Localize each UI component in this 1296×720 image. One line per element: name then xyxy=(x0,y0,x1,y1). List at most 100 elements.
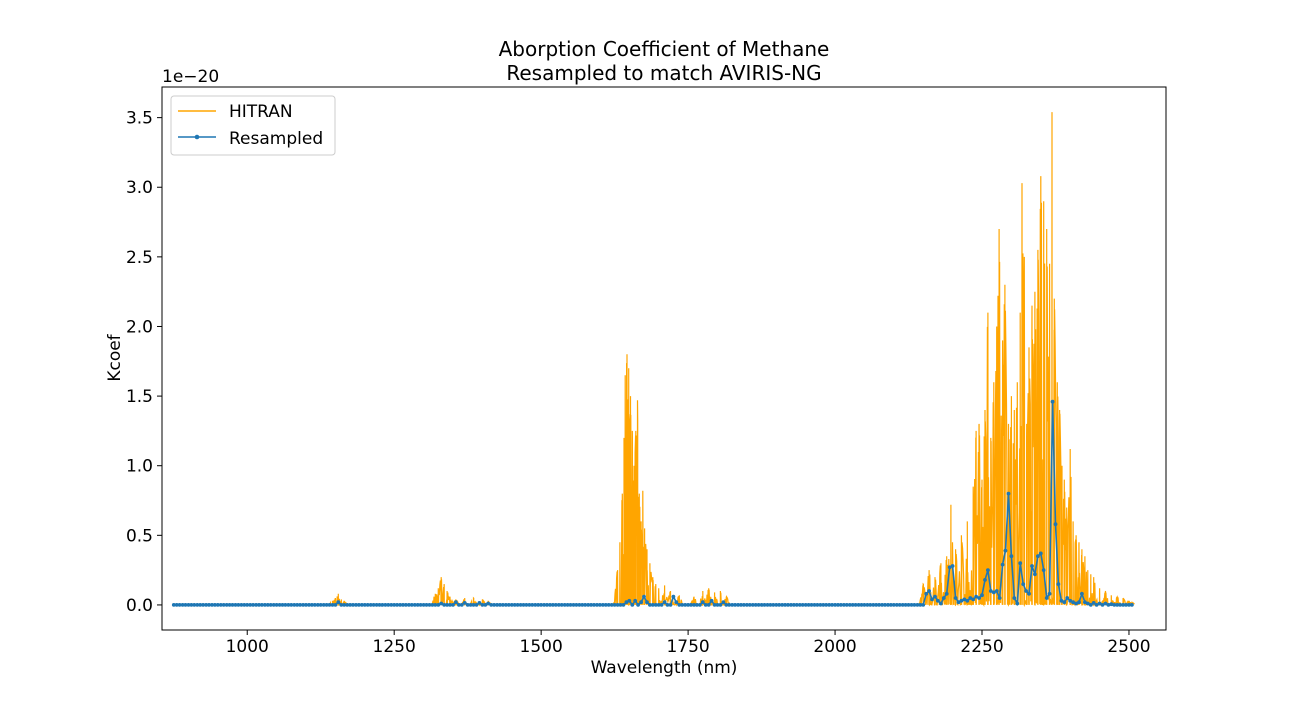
resampled-point xyxy=(944,591,949,596)
resampled-point xyxy=(627,598,632,603)
resampled-point xyxy=(665,603,670,607)
resampled-point xyxy=(1100,603,1105,607)
resampled-point xyxy=(362,603,367,607)
resampled-point xyxy=(803,603,808,607)
resampled-point xyxy=(442,603,447,607)
resampled-point xyxy=(962,597,967,602)
resampled-point xyxy=(712,603,717,607)
resampled-point xyxy=(283,603,288,607)
x-axis-label: Wavelength (nm) xyxy=(591,658,738,678)
resampled-point xyxy=(677,603,682,607)
resampled-point xyxy=(924,591,929,596)
resampled-point xyxy=(257,603,261,607)
legend-hitran-label: HITRAN xyxy=(229,102,293,122)
resampled-point xyxy=(304,603,308,607)
resampled-point xyxy=(539,603,543,607)
resampled-point xyxy=(580,603,585,607)
resampled-point xyxy=(683,603,688,607)
resampled-point xyxy=(501,603,505,607)
y-tick-label: 2.0 xyxy=(126,317,153,337)
axes-frame xyxy=(161,86,1167,631)
resampled-point xyxy=(553,603,558,607)
resampled-point xyxy=(383,603,388,607)
resampled-point xyxy=(986,568,990,572)
resampled-point xyxy=(847,603,852,607)
resampled-point xyxy=(709,598,714,603)
resampled-point xyxy=(1015,601,1020,606)
resampled-point xyxy=(245,603,250,607)
resampled-point xyxy=(1094,603,1099,607)
resampled-point xyxy=(339,603,344,607)
resampled-point xyxy=(842,603,846,607)
resampled-point xyxy=(997,596,1002,600)
resampled-point xyxy=(454,600,458,605)
resampled-point xyxy=(871,603,876,607)
resampled-point xyxy=(756,603,761,607)
hitran-line xyxy=(173,112,1135,608)
resampled-point xyxy=(700,600,705,605)
resampled-point xyxy=(215,603,220,607)
resampled-point xyxy=(1012,596,1017,600)
resampled-point xyxy=(568,603,573,607)
resampled-point xyxy=(321,603,326,607)
resampled-point xyxy=(348,603,352,607)
resampled-point xyxy=(662,600,667,605)
resampled-point xyxy=(774,603,779,607)
resampled-point xyxy=(518,603,523,607)
resampled-point xyxy=(941,596,946,600)
resampled-point xyxy=(498,603,502,607)
resampled-point xyxy=(315,603,320,607)
resampled-point xyxy=(839,603,843,607)
resampled-point xyxy=(174,603,179,607)
resampled-point xyxy=(880,603,884,607)
resampled-point xyxy=(883,603,887,607)
resampled-point xyxy=(1047,591,1052,596)
resampled-point xyxy=(289,603,294,607)
resampled-point xyxy=(603,603,608,607)
resampled-point xyxy=(436,603,441,607)
resampled-point xyxy=(865,603,870,607)
resampled-point xyxy=(260,603,264,607)
resampled-point xyxy=(1080,591,1084,596)
resampled-point xyxy=(877,603,881,607)
resampled-point xyxy=(298,603,302,607)
y-axis-label: Kcoef xyxy=(105,333,125,381)
resampled-point xyxy=(556,603,561,607)
resampled-point xyxy=(1130,603,1134,607)
resampled-point xyxy=(659,603,664,607)
resampled-point xyxy=(609,603,614,607)
resampled-point xyxy=(483,603,488,607)
resampled-point xyxy=(936,598,940,603)
resampled-point xyxy=(983,578,987,582)
resampled-point xyxy=(836,603,840,607)
resampled-point xyxy=(427,603,432,607)
plot-area xyxy=(171,112,1135,608)
resampled-point xyxy=(333,603,338,607)
resampled-point xyxy=(909,603,914,607)
resampled-point xyxy=(265,603,270,607)
x-tick-label: 2250 xyxy=(960,637,1003,657)
resampled-point xyxy=(706,603,711,607)
resampled-point xyxy=(618,603,623,607)
x-tick-label: 2500 xyxy=(1107,637,1150,657)
resampled-point xyxy=(418,603,423,607)
resampled-point xyxy=(486,601,491,606)
resampled-point xyxy=(1038,551,1043,556)
resampled-point xyxy=(1103,601,1108,606)
resampled-point xyxy=(933,594,937,599)
resampled-point xyxy=(930,597,934,602)
resampled-point xyxy=(1062,600,1067,605)
resampled-point xyxy=(977,596,981,600)
resampled-point xyxy=(891,603,896,607)
resampled-point xyxy=(280,603,285,607)
resampled-point xyxy=(204,603,209,607)
x-tick-label: 1750 xyxy=(666,637,709,657)
resampled-point xyxy=(1024,589,1028,593)
resampled-point xyxy=(318,603,323,607)
resampled-point xyxy=(703,603,708,607)
resampled-point xyxy=(586,603,591,607)
resampled-point xyxy=(906,603,911,607)
resampled-point xyxy=(471,603,476,607)
resampled-point xyxy=(686,603,690,607)
